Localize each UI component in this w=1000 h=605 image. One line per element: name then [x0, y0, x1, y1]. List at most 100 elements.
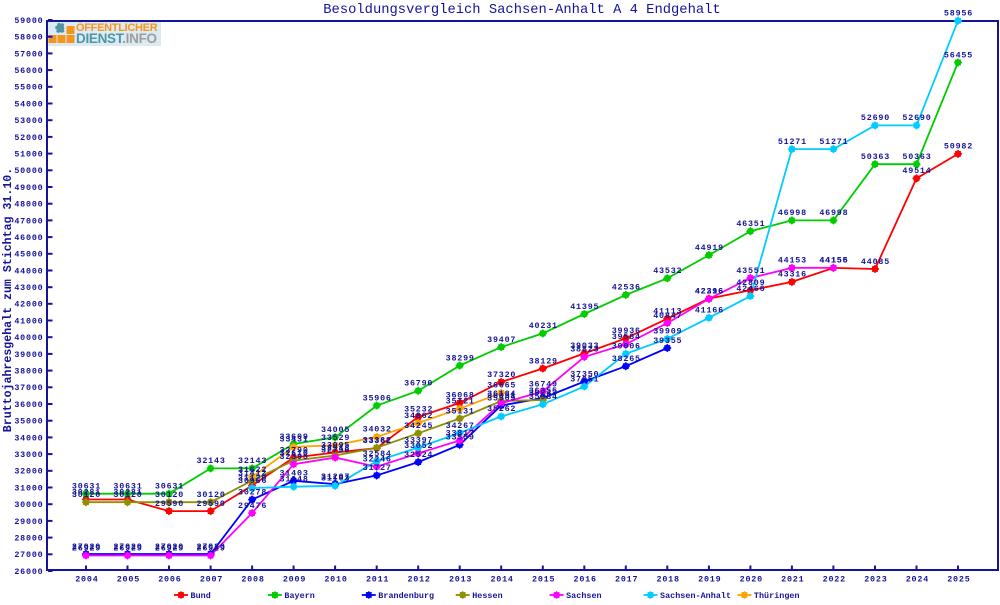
svg-text:36355: 36355	[529, 386, 558, 396]
svg-text:27020: 27020	[197, 542, 226, 552]
svg-text:2015: 2015	[532, 575, 555, 585]
svg-text:46351: 46351	[736, 219, 765, 229]
svg-text:27020: 27020	[72, 542, 101, 552]
svg-text:35984: 35984	[529, 392, 558, 402]
svg-text:31048: 31048	[280, 475, 309, 485]
svg-text:39006: 39006	[612, 342, 641, 352]
svg-text:34032: 34032	[363, 425, 392, 435]
svg-text:51271: 51271	[819, 137, 848, 147]
svg-text:50363: 50363	[902, 152, 931, 162]
svg-text:27020: 27020	[113, 542, 142, 552]
svg-text:38265: 38265	[612, 354, 641, 364]
svg-text:41000: 41000	[14, 316, 43, 326]
svg-text:2025: 2025	[947, 575, 970, 585]
svg-text:32584: 32584	[363, 449, 392, 459]
svg-text:26929: 26929	[155, 543, 184, 553]
svg-text:Hessen: Hessen	[472, 591, 502, 600]
svg-text:43316: 43316	[778, 270, 807, 280]
svg-text:31120: 31120	[238, 473, 267, 483]
svg-text:43551: 43551	[736, 266, 765, 276]
svg-text:29000: 29000	[14, 517, 43, 527]
svg-text:30278: 30278	[238, 487, 267, 497]
svg-text:58956: 58956	[944, 9, 973, 19]
svg-text:43000: 43000	[14, 283, 43, 293]
svg-text:2009: 2009	[283, 575, 306, 585]
svg-text:41113: 41113	[653, 307, 682, 317]
svg-text:DIENST.INFO: DIENST.INFO	[76, 31, 157, 46]
svg-text:36000: 36000	[14, 400, 43, 410]
svg-text:30281: 30281	[72, 487, 101, 497]
svg-text:33529: 33529	[321, 433, 350, 443]
svg-text:32143: 32143	[238, 456, 267, 466]
svg-text:33382: 33382	[363, 436, 392, 446]
svg-text:30631: 30631	[155, 482, 184, 492]
svg-text:2024: 2024	[906, 575, 929, 585]
svg-text:42466: 42466	[736, 284, 765, 294]
svg-text:39355: 39355	[653, 336, 682, 346]
svg-text:30631: 30631	[113, 482, 142, 492]
svg-text:46000: 46000	[14, 233, 43, 243]
svg-text:2017: 2017	[615, 575, 638, 585]
svg-text:44085: 44085	[861, 257, 890, 267]
svg-text:28000: 28000	[14, 534, 43, 544]
svg-text:31622: 31622	[238, 465, 267, 475]
svg-text:35721: 35721	[446, 397, 475, 407]
svg-text:38299: 38299	[446, 353, 475, 363]
svg-text:Bruttojahresgehalt zum Stichta: Bruttojahresgehalt zum Stichtag 31.10.	[2, 168, 15, 432]
svg-text:36243: 36243	[529, 388, 558, 398]
svg-text:46998: 46998	[778, 208, 807, 218]
svg-text:32000: 32000	[14, 467, 43, 477]
svg-text:32143: 32143	[197, 456, 226, 466]
svg-text:Bayern: Bayern	[284, 591, 314, 600]
svg-text:35000: 35000	[14, 417, 43, 427]
svg-text:41395: 41395	[570, 302, 599, 312]
svg-text:2010: 2010	[324, 575, 347, 585]
svg-text:32524: 32524	[404, 450, 433, 460]
svg-text:56000: 56000	[14, 66, 43, 76]
svg-text:49000: 49000	[14, 183, 43, 193]
svg-text:33431: 33431	[280, 435, 309, 445]
svg-text:36051: 36051	[487, 391, 516, 401]
svg-text:38823: 38823	[570, 345, 599, 355]
svg-text:Bund: Bund	[191, 591, 211, 600]
svg-text:2018: 2018	[657, 575, 680, 585]
svg-text:33000: 33000	[14, 450, 43, 460]
svg-text:2012: 2012	[407, 575, 430, 585]
svg-text:39033: 39033	[570, 341, 599, 351]
svg-text:53000: 53000	[14, 116, 43, 126]
svg-text:34005: 34005	[321, 425, 350, 435]
svg-text:2004: 2004	[75, 575, 98, 585]
svg-text:31412: 31412	[238, 468, 267, 478]
svg-text:33817: 33817	[446, 428, 475, 438]
svg-text:2014: 2014	[490, 575, 513, 585]
svg-text:56455: 56455	[944, 50, 973, 60]
svg-text:39909: 39909	[653, 327, 682, 337]
svg-text:50982: 50982	[944, 142, 973, 152]
svg-text:2005: 2005	[117, 575, 140, 585]
svg-text:47000: 47000	[14, 216, 43, 226]
svg-text:38129: 38129	[529, 356, 558, 366]
svg-text:29590: 29590	[197, 499, 226, 509]
svg-text:31000: 31000	[14, 483, 43, 493]
svg-text:34245: 34245	[404, 421, 433, 431]
svg-text:2013: 2013	[449, 575, 472, 585]
svg-text:2022: 2022	[823, 575, 846, 585]
svg-text:33095: 33095	[321, 440, 350, 450]
svg-text:30120: 30120	[197, 490, 226, 500]
svg-text:45000: 45000	[14, 250, 43, 260]
svg-text:26929: 26929	[197, 543, 226, 553]
svg-text:30281: 30281	[113, 487, 142, 497]
svg-text:44000: 44000	[14, 266, 43, 276]
svg-text:2021: 2021	[781, 575, 804, 585]
svg-text:44156: 44156	[819, 256, 848, 266]
svg-text:26929: 26929	[72, 543, 101, 553]
svg-text:35262: 35262	[487, 404, 516, 414]
svg-text:41166: 41166	[695, 306, 724, 316]
svg-text:33559: 33559	[446, 433, 475, 443]
svg-text:Sachsen-Anhalt: Sachsen-Anhalt	[660, 591, 731, 600]
svg-text:42809: 42809	[736, 278, 765, 288]
svg-text:42316: 42316	[695, 286, 724, 296]
svg-text:36749: 36749	[529, 379, 558, 389]
svg-text:Thüringen: Thüringen	[754, 591, 800, 600]
svg-text:31403: 31403	[280, 469, 309, 479]
